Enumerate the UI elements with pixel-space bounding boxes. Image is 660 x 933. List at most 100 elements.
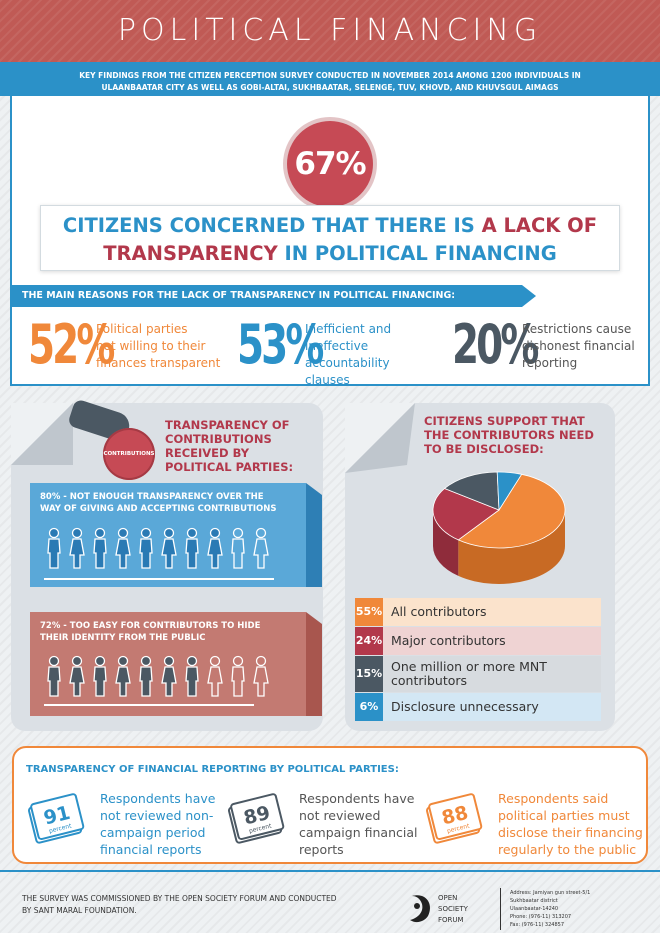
address-line: Address: Jamiyan gun street-5/1 <box>510 890 591 896</box>
text-line: campaign period <box>100 825 206 840</box>
disclosure-pie-chart <box>432 471 566 584</box>
reason-text: Restrictions cause dishonest financial r… <box>522 321 635 372</box>
title-line: THE CONTRIBUTORS NEED <box>424 428 594 442</box>
man-icon <box>228 527 248 569</box>
org-line: OPEN <box>438 894 458 902</box>
people-row-72 <box>44 655 271 697</box>
headline-part: IN POLITICAL FINANCING <box>277 242 557 265</box>
legend-label: One million or more MNT contributors <box>391 659 547 688</box>
legend-row: 6% Disclosure unnecessary <box>355 693 601 721</box>
subtitle-line-1: KEY FINDINGS FROM THE CITIZEN PERCEPTION… <box>79 71 581 80</box>
text-line: disclose their financing <box>498 825 643 840</box>
legend-percent: 6% <box>355 693 383 721</box>
open-society-logo-icon <box>410 895 431 923</box>
text-line: Respondents have <box>100 791 216 806</box>
headline-part: TRANSPARENCY <box>103 242 278 265</box>
title-line: TRANSPARENCY OF <box>165 418 290 432</box>
legend-label: Disclosure unnecessary <box>391 699 539 714</box>
man-icon <box>228 655 248 697</box>
reason-item: 52% Political parties not willing to the… <box>28 313 228 378</box>
man-icon <box>182 527 202 569</box>
page-title: POLITICAL FINANCING <box>117 13 543 48</box>
address-line: Fax: (976-11) 324857 <box>510 922 565 928</box>
notepad-89-icon: 89 percent <box>227 793 285 844</box>
man-icon <box>136 655 156 697</box>
reason-percent: 53% <box>237 313 324 376</box>
woman-icon <box>113 655 133 697</box>
headline-part: CITIZENS CONCERNED THAT THERE IS <box>62 214 482 237</box>
title-line: CITIZENS SUPPORT THAT <box>424 414 585 428</box>
woman-icon <box>67 655 87 697</box>
title-line: CONTRIBUTIONS <box>165 432 272 446</box>
reason-line: ineffective <box>305 339 369 353</box>
reason-line: not willing to their <box>96 339 206 353</box>
headline-part: A LACK OF <box>481 214 598 237</box>
reason-line: finances transparent <box>96 356 221 370</box>
woman-icon <box>205 655 225 697</box>
percent-badge: 67% <box>287 121 373 207</box>
woman-icon <box>159 655 179 697</box>
stat-line: 80% - NOT ENOUGH TRANSPARENCY OVER THE <box>40 492 264 502</box>
reporting-title: TRANSPARENCY OF FINANCIAL REPORTING BY P… <box>26 764 399 775</box>
reason-line: accountability clauses <box>305 356 390 387</box>
legend-percent: 24% <box>355 627 383 655</box>
notepad-88-icon: 88 percent <box>425 793 483 844</box>
footer-credit: THE SURVEY WAS COMMISSIONED BY THE OPEN … <box>22 893 402 917</box>
woman-icon <box>159 527 179 569</box>
man-icon <box>44 527 64 569</box>
reason-percent: 52% <box>28 313 115 376</box>
coin-label: CONTRIBUTIONS <box>103 451 155 457</box>
reason-line: Restrictions cause <box>522 322 632 336</box>
text-line: financial reports <box>100 842 202 857</box>
headline-box: CITIZENS CONCERNED THAT THERE IS A LACK … <box>40 205 620 271</box>
stat-line: 72% - TOO EASY FOR CONTRIBUTORS TO HIDE <box>40 621 261 631</box>
legend-row: 24% Major contributors <box>355 627 601 655</box>
subtitle-band: KEY FINDINGS FROM THE CITIZEN PERCEPTION… <box>0 66 660 96</box>
stat-line: WAY OF GIVING AND ACCEPTING CONTRIBUTION… <box>40 504 277 514</box>
reporting-text: Respondents have not reviewed campaign f… <box>299 790 417 858</box>
divider <box>44 704 254 706</box>
page-curl-icon <box>345 403 415 473</box>
woman-icon <box>251 655 271 697</box>
woman-icon <box>205 527 225 569</box>
page-fold-shadow <box>11 403 73 465</box>
legend-percent: 55% <box>355 598 383 626</box>
address-block: Address: Jamiyan gun street-5/1 Sukhbaat… <box>510 889 590 929</box>
man-icon <box>136 527 156 569</box>
woman-icon <box>67 527 87 569</box>
title-line: RECEIVED BY <box>165 446 250 460</box>
reason-percent: 20% <box>452 313 539 376</box>
contributions-title: TRANSPARENCY OF CONTRIBUTIONS RECEIVED B… <box>165 418 305 474</box>
org-line: SOCIETY <box>438 905 468 913</box>
org-line: FORUM <box>438 916 464 924</box>
footer-separator <box>500 888 501 930</box>
box-fold-blue <box>306 483 322 587</box>
box-fold-red <box>306 612 322 716</box>
man-icon <box>90 527 110 569</box>
subtitle-line-2: ULAANBAATAR CITY AS WELL AS GOBI-ALTAI, … <box>101 83 559 92</box>
reason-text: Political parties not willing to their f… <box>96 321 220 372</box>
address-line: Ulaanbaatar-14240 <box>510 906 559 912</box>
title-line: POLITICAL PARTIES: <box>165 460 294 474</box>
pie-slice <box>432 488 500 541</box>
title-banner: POLITICAL FINANCING <box>0 0 660 62</box>
reason-line: dishonest financial <box>522 339 635 353</box>
text-line: Respondents have <box>299 791 415 806</box>
org-name: OPEN SOCIETY FORUM <box>438 893 468 926</box>
legend-label: All contributors <box>391 604 487 619</box>
divider <box>44 578 274 580</box>
footer-divider <box>0 870 660 872</box>
stat-line: THEIR IDENTITY FROM THE PUBLIC <box>40 633 206 643</box>
people-row-80 <box>44 527 271 569</box>
woman-icon <box>251 527 271 569</box>
reasons-title: THE MAIN REASONS FOR THE LACK OF TRANSPA… <box>10 285 536 307</box>
man-icon <box>44 655 64 697</box>
text-line: not reviewed non- <box>100 808 214 823</box>
contributions-coin-icon: CONTRIBUTIONS <box>103 428 155 480</box>
text-line: not reviewed <box>299 808 381 823</box>
legend-row: 15% One million or more MNT contributors <box>355 656 601 692</box>
text-line: campaign financial <box>299 825 418 840</box>
text-line: Respondents said <box>498 791 609 806</box>
address-line: Sukhbaatar district <box>510 898 558 904</box>
reason-line: Political parties <box>96 322 188 336</box>
